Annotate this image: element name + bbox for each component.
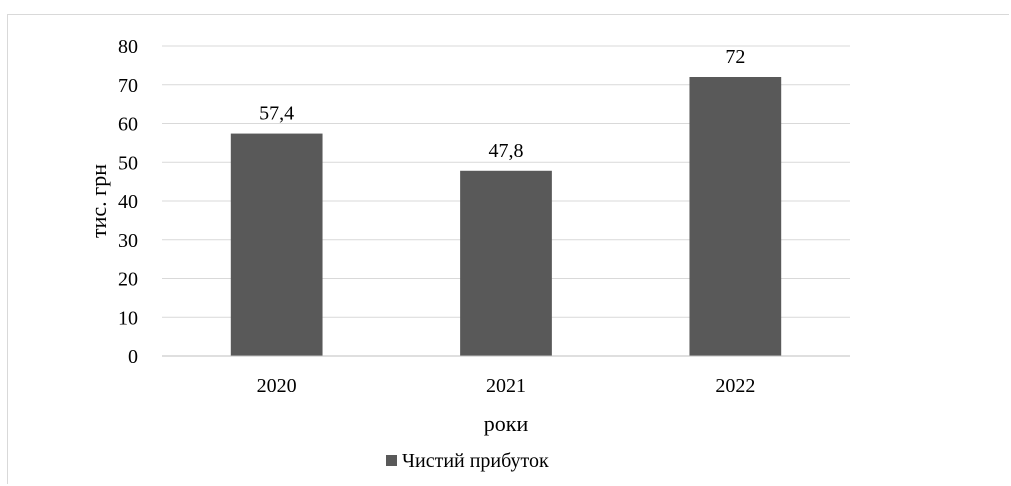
x-tick-label: 2020 — [257, 375, 297, 397]
x-tick-label: 2021 — [486, 375, 526, 397]
x-axis-ticks: 2020 2021 2022 — [257, 375, 756, 397]
y-tick-label: 10 — [118, 307, 138, 329]
x-tick-label: 2022 — [715, 375, 755, 397]
y-tick-label: 20 — [118, 269, 138, 291]
y-tick-label: 40 — [118, 191, 138, 213]
legend-label: Чистий прибуток — [402, 450, 549, 472]
y-tick-label: 60 — [118, 114, 138, 136]
bars — [230, 77, 782, 356]
y-axis-ticks: 0 10 20 30 40 50 60 70 80 — [118, 36, 138, 368]
chart-area — [7, 14, 1009, 484]
y-tick-label: 50 — [118, 152, 138, 174]
legend-swatch — [386, 455, 397, 466]
data-labels: 57,4 47,8 72 — [259, 46, 745, 162]
y-tick-label: 70 — [118, 75, 138, 97]
data-label: 57,4 — [259, 103, 294, 125]
y-tick-label: 0 — [128, 346, 138, 368]
data-label: 47,8 — [489, 140, 524, 162]
bar — [689, 77, 782, 356]
y-axis-title: тис. грн — [86, 164, 111, 238]
legend: Чистий прибуток — [386, 450, 549, 472]
bar — [460, 170, 552, 356]
y-tick-label: 80 — [118, 36, 138, 58]
bar — [230, 133, 323, 356]
data-label: 72 — [725, 46, 745, 68]
x-axis-title: роки — [484, 411, 529, 436]
y-tick-label: 30 — [118, 230, 138, 252]
